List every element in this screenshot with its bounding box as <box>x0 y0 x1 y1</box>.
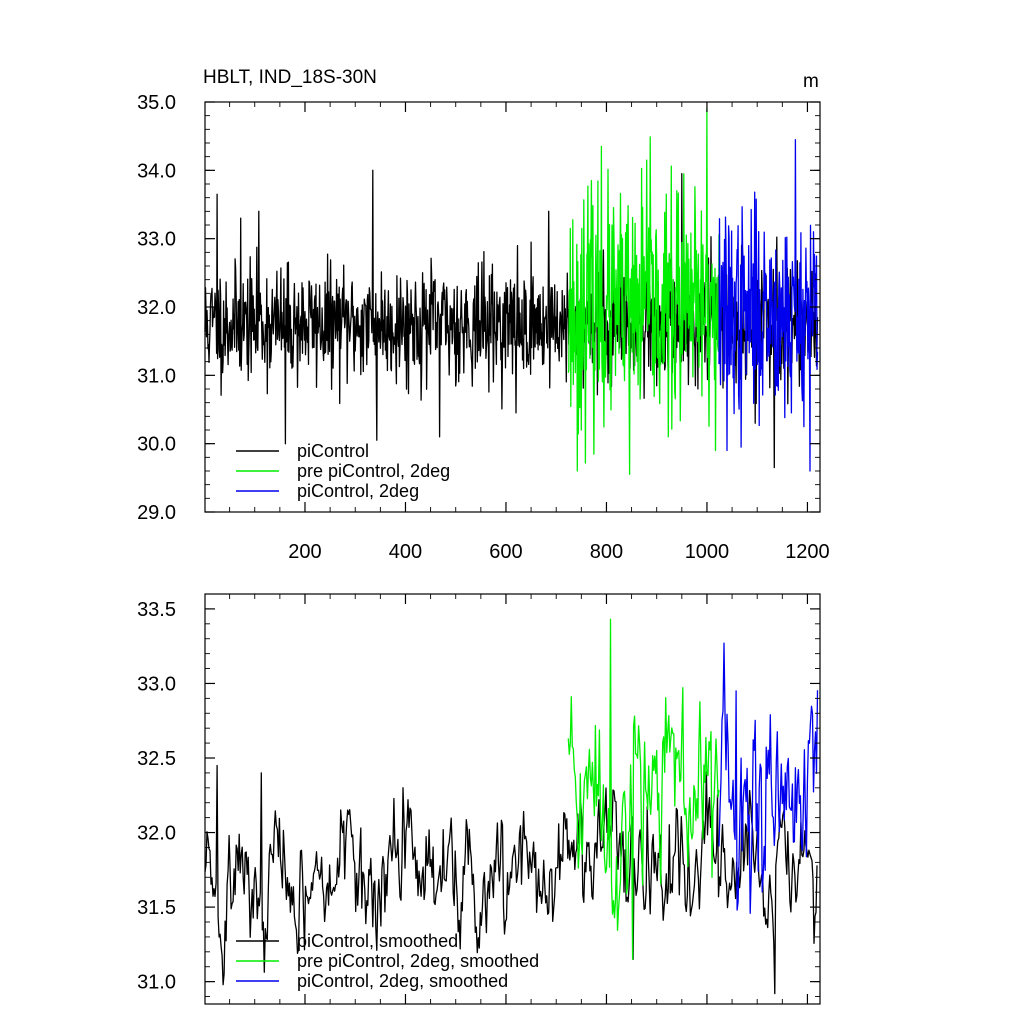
legend-label-picontrol-2deg-smoothed: piControl, 2deg, smoothed <box>297 971 508 991</box>
y-tick-label: 30.0 <box>137 434 176 456</box>
y-tick-label: 31.0 <box>137 365 176 387</box>
y-tick-label: 35.0 <box>137 92 176 114</box>
bottom-panel: 31.0 31.5 32.0 32.5 33.0 33.5 piControl, smoo… <box>137 593 821 1005</box>
chart-title: HBLT, IND_18S-30N <box>203 67 377 88</box>
units-label: m <box>803 71 819 92</box>
y-tick-label: 31.5 <box>137 897 176 919</box>
x-tick-label: 1000 <box>685 541 730 563</box>
y-tick-label: 33.0 <box>137 229 176 251</box>
top-legend: piControl pre piControl, 2deg piControl,… <box>236 441 450 501</box>
x-tick-label: 400 <box>389 541 422 563</box>
series-line-pre-picontrol-2deg <box>567 108 720 476</box>
y-tick-label: 33.5 <box>137 599 176 621</box>
y-tick-label: 33.0 <box>137 673 176 695</box>
bottom-ticks: 31.0 31.5 32.0 32.5 33.0 33.5 <box>137 593 820 1004</box>
bottom-legend: piControl, smoothed pre piControl, 2deg,… <box>236 931 539 991</box>
series-line-picontrol-smoothed <box>204 764 818 995</box>
legend-label-picontrol: piControl <box>297 441 369 461</box>
top-panel: HBLT, IND_18S-30N m 29.0 30.0 31.0 32.0 33.0… <box>137 67 830 563</box>
bottom-plot-frame <box>204 593 821 1005</box>
y-tick-label: 34.0 <box>137 160 176 182</box>
y-tick-label: 31.0 <box>137 972 176 994</box>
x-tick-label: 200 <box>288 541 321 563</box>
series-line-picontrol-2deg <box>718 138 819 472</box>
legend-label-picontrol-2deg: piControl, 2deg <box>297 481 419 501</box>
y-tick-label: 29.0 <box>137 502 176 524</box>
series-line-picontrol-2deg-smoothed <box>718 642 819 914</box>
x-tick-label: 800 <box>590 541 623 563</box>
legend-label-pre-picontrol-2deg-smoothed: pre piControl, 2deg, smoothed <box>297 951 539 971</box>
y-tick-label: 32.0 <box>137 823 176 845</box>
legend-label-picontrol-smoothed: piControl, smoothed <box>297 931 458 951</box>
series-line-pre-picontrol-2deg-smoothed <box>567 618 720 960</box>
top-series-lines <box>204 108 819 476</box>
bottom-series-lines <box>204 618 819 995</box>
y-tick-label: 32.0 <box>137 297 176 319</box>
x-tick-label: 600 <box>489 541 522 563</box>
top-ticks: 29.0 30.0 31.0 32.0 33.0 34.0 35.0 200 400 600 800… <box>137 92 830 563</box>
y-tick-label: 32.5 <box>137 748 176 770</box>
x-tick-label: 1200 <box>785 541 830 563</box>
legend-label-pre-picontrol-2deg: pre piControl, 2deg <box>297 461 450 481</box>
